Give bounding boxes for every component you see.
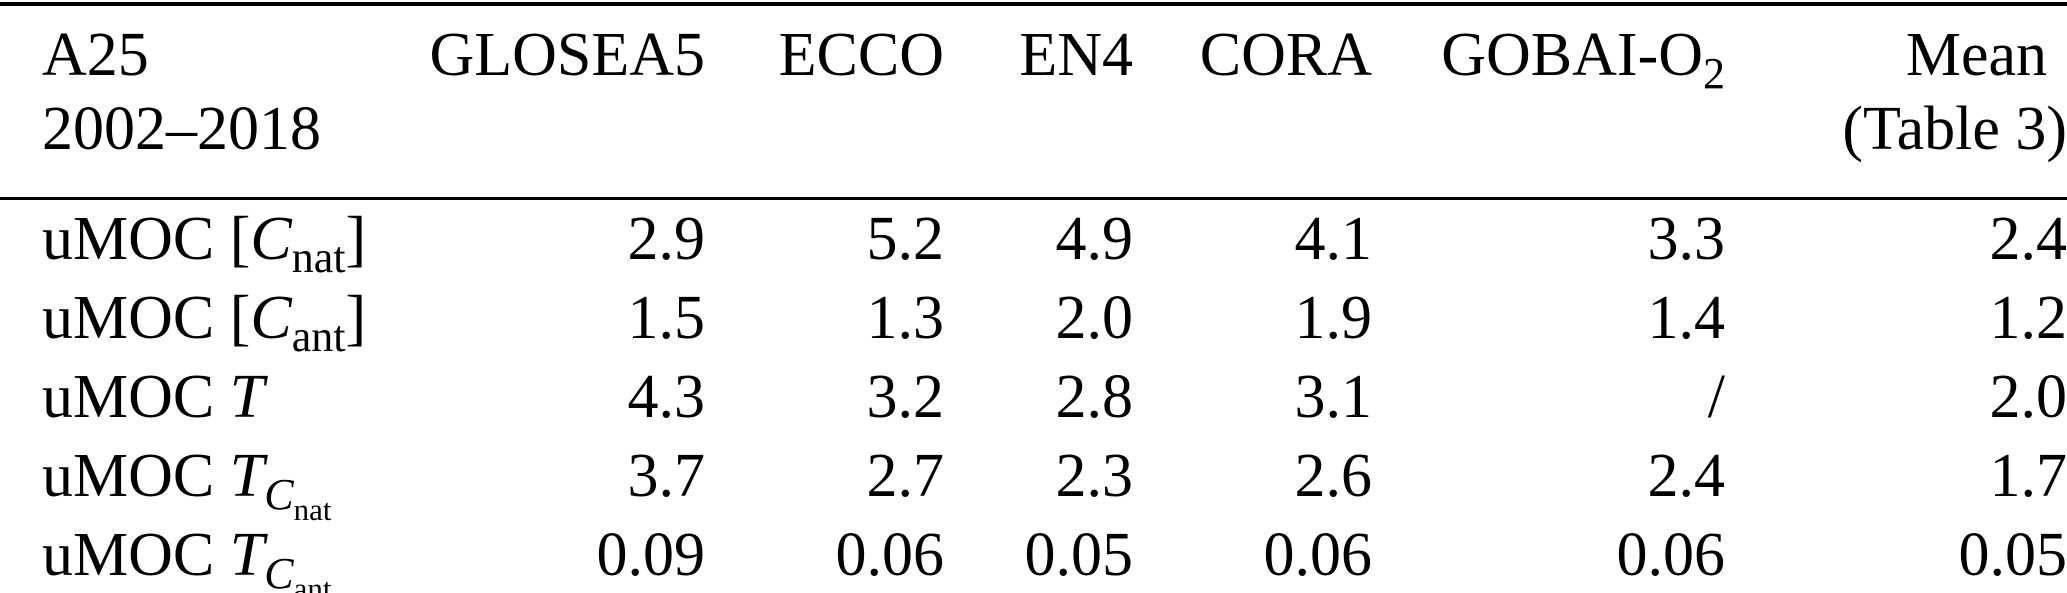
table-row-umoc-cnat: uMOC [Cnat] 2.9 5.2 4.9 4.1 3.3 2.4 bbox=[0, 199, 2067, 280]
column-header-gobai-o2: GOBAI-O2 bbox=[1441, 21, 1725, 98]
table-cell: 1.2 bbox=[1989, 284, 2067, 352]
table-cell: 1.4 bbox=[1647, 284, 1726, 352]
table-cell: 0.06 bbox=[835, 521, 945, 589]
table-cell: 3.7 bbox=[627, 442, 706, 510]
table-cell: 0.05 bbox=[1024, 521, 1134, 589]
table-cell: 2.0 bbox=[1055, 284, 1134, 352]
row-label: uMOC T bbox=[42, 363, 265, 431]
table-cell: 2.9 bbox=[627, 205, 706, 273]
mean-sub-label: (Table 3) bbox=[1842, 95, 2067, 163]
row-label: uMOC TCant bbox=[42, 521, 332, 593]
table-cell: 0.06 bbox=[1616, 521, 1726, 589]
table-body: uMOC [Cnat] 2.9 5.2 4.9 4.1 3.3 2.4 uMOC… bbox=[0, 199, 2067, 593]
table-header: A25 2002–2018 GLOSEA5 ECCO EN4 CORA GOBA… bbox=[0, 4, 2067, 199]
table-cell: 0.06 bbox=[1263, 521, 1373, 589]
table-cell: 0.05 bbox=[1958, 521, 2067, 589]
table-row-umoc-cant: uMOC [Cant] 1.5 1.3 2.0 1.9 1.4 1.2 bbox=[0, 279, 2067, 361]
table-row-umoc-t: uMOC T 4.3 3.2 2.8 3.1 / 2.0 bbox=[0, 358, 2067, 437]
table-cell: 2.7 bbox=[866, 442, 945, 510]
table-cell: 4.3 bbox=[627, 363, 706, 431]
period-label: 2002–2018 bbox=[42, 95, 321, 163]
table-row-umoc-t-cnat: uMOC TCnat 3.7 2.7 2.3 2.6 2.4 1.7 bbox=[0, 437, 2067, 527]
row-label: uMOC [Cnat] bbox=[42, 205, 367, 282]
column-header-cora: CORA bbox=[1199, 21, 1372, 89]
table-cell: 1.5 bbox=[627, 284, 706, 352]
row-label: uMOC TCnat bbox=[42, 442, 332, 527]
table-cell: 0.09 bbox=[596, 521, 706, 589]
column-header-glosea5: GLOSEA5 bbox=[429, 21, 705, 89]
table-cell: 1.3 bbox=[866, 284, 945, 352]
table-cell: 1.9 bbox=[1294, 284, 1373, 352]
mean-label: Mean bbox=[1905, 21, 2047, 89]
table-cell: 2.6 bbox=[1294, 442, 1373, 510]
table-cell: 3.2 bbox=[866, 363, 945, 431]
table-row-umoc-t-cant: uMOC TCant 0.09 0.06 0.05 0.06 0.06 0.05 bbox=[0, 516, 2067, 593]
column-header-en4: EN4 bbox=[1019, 21, 1133, 89]
table-cell: 3.1 bbox=[1294, 363, 1373, 431]
table-cell: 2.0 bbox=[1989, 363, 2067, 431]
table-cell: 1.7 bbox=[1989, 442, 2067, 510]
section-label: A25 bbox=[42, 21, 149, 89]
column-header-ecco: ECCO bbox=[778, 21, 944, 89]
table-cell: 3.3 bbox=[1647, 205, 1726, 273]
table-cell: 5.2 bbox=[866, 205, 945, 273]
header-row: A25 2002–2018 GLOSEA5 ECCO EN4 CORA GOBA… bbox=[0, 4, 2067, 199]
table-cell: 2.8 bbox=[1055, 363, 1134, 431]
table-cell: 4.9 bbox=[1055, 205, 1134, 273]
gobai-o2-subscript: 2 bbox=[1703, 49, 1725, 98]
table-cell: 2.4 bbox=[1647, 442, 1726, 510]
table-cell: / bbox=[1707, 363, 1725, 431]
row-label: uMOC [Cant] bbox=[42, 284, 367, 361]
table-cell: 2.4 bbox=[1989, 205, 2067, 273]
table-cell: 2.3 bbox=[1055, 442, 1134, 510]
table-cell: 4.1 bbox=[1294, 205, 1373, 273]
column-header-mean: Mean (Table 3) bbox=[1725, 4, 2067, 199]
column-header-section: A25 2002–2018 bbox=[0, 4, 420, 199]
